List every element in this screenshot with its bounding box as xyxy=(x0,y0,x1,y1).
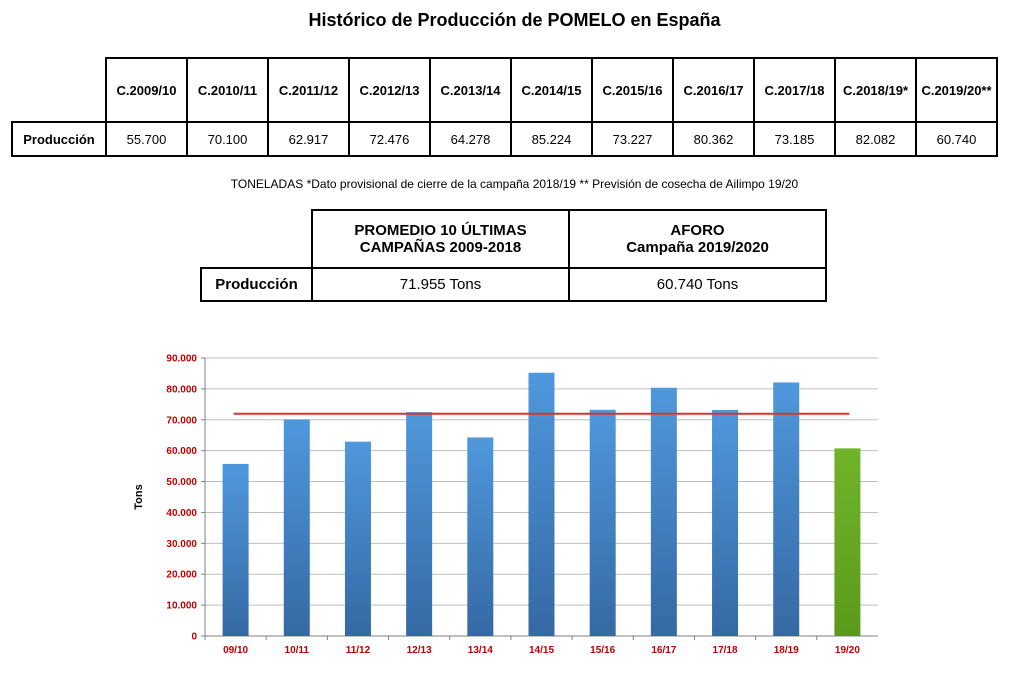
y-tick-label: 60.000 xyxy=(166,446,197,457)
y-axis-label: Tons xyxy=(133,484,145,509)
table-corner xyxy=(12,58,107,123)
x-tick-label: 18/19 xyxy=(774,645,799,656)
bar xyxy=(712,409,739,636)
production-value: 72.476 xyxy=(348,121,431,157)
bar xyxy=(406,412,433,636)
bar xyxy=(528,372,555,636)
bar xyxy=(283,419,310,636)
x-tick-label: 11/12 xyxy=(346,645,371,656)
production-table: C.2009/10 C.2010/11 C.2011/12 C.2012/13 … xyxy=(11,57,998,157)
season-header: C.2015/16 xyxy=(591,57,674,123)
summary-row-label: Producción xyxy=(200,267,313,302)
y-tick-label: 20.000 xyxy=(166,570,197,581)
bar xyxy=(344,441,371,636)
season-header: C.2011/12 xyxy=(267,57,350,123)
x-tick-label: 12/13 xyxy=(407,645,432,656)
average-value: 71.955 Tons xyxy=(311,267,570,302)
bar xyxy=(467,437,494,636)
production-value: 70.100 xyxy=(186,121,269,157)
production-value: 55.700 xyxy=(105,121,188,157)
y-tick-label: 80.000 xyxy=(166,384,197,395)
y-tick-label: 50.000 xyxy=(166,477,197,488)
production-value: 73.227 xyxy=(591,121,674,157)
aforo-header-line1: AFORO xyxy=(670,222,725,239)
x-tick-label: 13/14 xyxy=(468,645,493,656)
aforo-header: AFORO Campaña 2019/2020 xyxy=(568,209,827,269)
units-note: TONELADAS *Dato provisional de cierre de… xyxy=(230,177,799,191)
production-value: 73.185 xyxy=(753,121,836,157)
bar xyxy=(773,382,800,636)
production-bar-chart: 0 10.000 20.000 30.000 40.000 50.000 60.000 70.… xyxy=(133,354,878,657)
x-tick-label: 19/20 xyxy=(835,645,860,656)
x-tick-label: 16/17 xyxy=(651,645,676,656)
x-tick-label: 14/15 xyxy=(529,645,554,656)
production-value: 80.362 xyxy=(672,121,755,157)
y-tick-label: 70.000 xyxy=(166,415,197,426)
tick-labels: 0 10.000 20.000 30.000 40.000 50.000 60.000 70.… xyxy=(166,354,860,657)
bars xyxy=(222,372,861,636)
summary-corner xyxy=(201,210,313,269)
season-header: C.2010/11 xyxy=(186,57,269,123)
season-header: C.2018/19* xyxy=(834,57,917,123)
production-value-row: Producción 55.700 70.100 62.917 72.476 6… xyxy=(11,121,998,157)
y-tick-label: 90.000 xyxy=(166,354,197,365)
season-header: C.2012/13 xyxy=(348,57,431,123)
production-row-label: Producción xyxy=(11,121,107,157)
production-value: 82.082 xyxy=(834,121,917,157)
y-tick-label: 10.000 xyxy=(166,601,197,612)
season-header: C.2014/15 xyxy=(510,57,593,123)
aforo-header-line2: Campaña 2019/2020 xyxy=(626,239,769,256)
y-tick-label: 40.000 xyxy=(166,508,197,519)
y-tick-label: 30.000 xyxy=(166,539,197,550)
summary-header-row: PROMEDIO 10 ÚLTIMAS CAMPAÑAS 2009-2018 A… xyxy=(201,209,827,269)
x-tick-label: 17/18 xyxy=(713,645,738,656)
bar xyxy=(222,463,249,636)
page-title: Histórico de Producción de POMELO en Esp… xyxy=(308,10,721,30)
production-value: 85.224 xyxy=(510,121,593,157)
x-tick-label: 09/10 xyxy=(223,645,248,656)
production-header-row: C.2009/10 C.2010/11 C.2011/12 C.2012/13 … xyxy=(12,57,998,123)
average-header-line1: PROMEDIO 10 ÚLTIMAS xyxy=(354,222,527,239)
season-header: C.2009/10 xyxy=(105,57,188,123)
summary-table: PROMEDIO 10 ÚLTIMAS CAMPAÑAS 2009-2018 A… xyxy=(200,209,827,302)
bar-forecast xyxy=(834,448,861,636)
bar xyxy=(650,387,677,636)
production-value: 62.917 xyxy=(267,121,350,157)
y-tick-label: 0 xyxy=(191,632,197,643)
season-header: C.2013/14 xyxy=(429,57,512,123)
season-header: C.2016/17 xyxy=(672,57,755,123)
average-header: PROMEDIO 10 ÚLTIMAS CAMPAÑAS 2009-2018 xyxy=(311,209,570,269)
bar xyxy=(589,409,616,636)
average-header-line2: CAMPAÑAS 2009-2018 xyxy=(359,239,522,256)
summary-value-row: Producción 71.955 Tons 60.740 Tons xyxy=(200,267,827,302)
production-value: 60.740 xyxy=(915,121,998,157)
aforo-value: 60.740 Tons xyxy=(568,267,827,302)
season-header: C.2019/20** xyxy=(915,57,998,123)
x-tick-label: 15/16 xyxy=(590,645,615,656)
season-header: C.2017/18 xyxy=(753,57,836,123)
production-value: 64.278 xyxy=(429,121,512,157)
x-tick-label: 10/11 xyxy=(285,645,310,656)
